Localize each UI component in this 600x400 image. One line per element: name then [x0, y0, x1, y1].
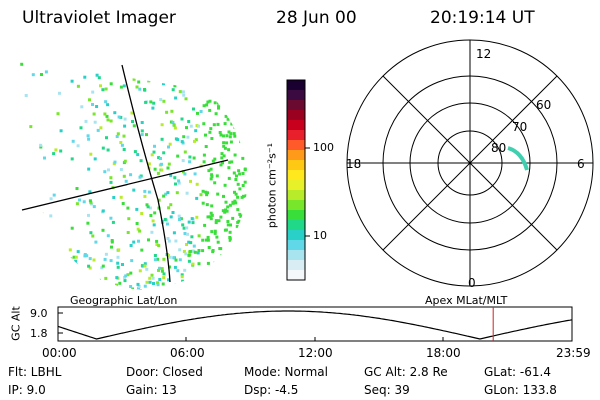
status-gc-alt: GC Alt: 2.8 Re — [364, 365, 448, 379]
geo-panel-label: Geographic Lat/Lon — [70, 294, 178, 307]
mlt-label-12: 12 — [476, 47, 492, 61]
status-door: Door: Closed — [126, 365, 203, 379]
altitude-xtick-1200: 12:00 — [298, 346, 333, 360]
altitude-xtick-2359: 23:59 — [556, 346, 591, 360]
mlat-label-60: 60 — [536, 98, 552, 112]
instrument-title: Ultraviolet Imager — [22, 8, 176, 28]
colorbar-segment — [287, 270, 305, 281]
altitude-xtick-0600: 06:00 — [170, 346, 205, 360]
colorbar-segment — [287, 180, 305, 191]
altitude-xtick-0000: 00:00 — [42, 346, 77, 360]
geo-meridian-line — [121, 64, 171, 283]
status-dsp: Dsp: -4.5 — [244, 383, 299, 397]
status-seq: Seq: 39 — [364, 383, 410, 397]
mlat-label-70: 70 — [512, 120, 528, 134]
colorbar-segment — [287, 170, 305, 181]
colorbar-segment — [287, 110, 305, 121]
colorbar-segment — [287, 200, 305, 211]
observation-time: 20:19:14 UT — [430, 8, 535, 28]
status-mode: Mode: Normal — [244, 365, 328, 379]
colorbar-segment — [287, 90, 305, 101]
status-filter: Flt: LBHL — [8, 365, 62, 379]
colorbar-segment — [287, 140, 305, 151]
altitude-ylabel: GC Alt — [9, 306, 23, 341]
mlt-label-18: 18 — [346, 157, 362, 171]
altitude-y-top: 9.0 — [30, 307, 48, 320]
status-glon: GLon: 133.8 — [484, 383, 557, 397]
colorbar-segment — [287, 250, 305, 261]
colorbar-segment — [287, 80, 305, 91]
status-ip: IP: 9.0 — [8, 383, 46, 397]
colorbar-segment — [287, 120, 305, 131]
colorbar-tick-10: 10 — [313, 229, 327, 242]
colorbar-segment — [287, 100, 305, 111]
mlt-label-0: 0 — [468, 276, 476, 290]
geo-latitude-line — [21, 159, 229, 211]
altitude-curve — [57, 310, 573, 340]
mlt-label-6: 6 — [577, 157, 585, 171]
apex-aurora-trace — [507, 146, 529, 171]
observation-date: 28 Jun 00 — [276, 8, 357, 28]
colorbar-segment — [287, 260, 305, 271]
colorbar-segment — [287, 220, 305, 231]
altitude-y-bottom: 1.8 — [30, 327, 48, 340]
mlat-label-80: 80 — [491, 141, 507, 155]
colorbar-segment — [287, 240, 305, 251]
status-glat: GLat: -61.4 — [484, 365, 551, 379]
colorbar-segment — [287, 210, 305, 221]
colorbar-segment — [287, 160, 305, 171]
colorbar-segment — [287, 130, 305, 141]
colorbar-tick-100: 100 — [313, 141, 334, 154]
colorbar-segment — [287, 190, 305, 201]
altitude-xtick-1800: 18:00 — [426, 346, 461, 360]
colorbar-segment — [287, 150, 305, 161]
status-gain: Gain: 13 — [126, 383, 177, 397]
apex-panel-label: Apex MLat/MLT — [425, 294, 508, 307]
colorbar-segment — [287, 230, 305, 241]
